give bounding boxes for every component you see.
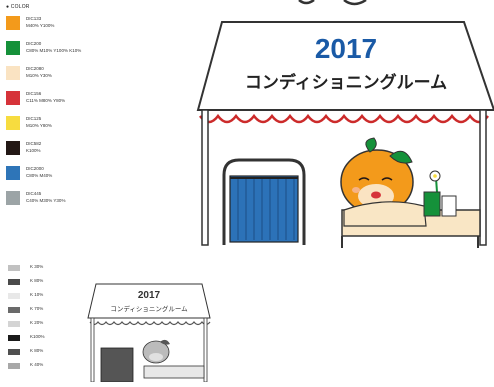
awning-scallop	[199, 113, 489, 124]
color-swatch	[6, 41, 20, 55]
swatch-cmyk: C11% M80% Y80%	[26, 98, 66, 103]
blue-curtain	[229, 175, 299, 243]
color-swatch-panel: ● COLOR DIC133 M40% Y100% DIC200 C80% M1…	[4, 2, 174, 242]
color-header: ● COLOR	[6, 4, 30, 10]
gray-label: K 10%	[30, 292, 44, 297]
gray-swatch	[8, 265, 20, 271]
gray-swatch	[8, 279, 20, 285]
gray-label: K 80%	[30, 278, 44, 283]
room-sign-illustration: 2017 コンディショニングルーム	[194, 0, 494, 260]
color-swatch	[6, 191, 20, 205]
gray-label: K 30%	[30, 264, 44, 269]
color-swatch	[6, 116, 20, 130]
color-swatch	[6, 16, 20, 30]
color-swatch	[6, 91, 20, 105]
swatch-cmyk: C40% M30% Y30%	[26, 198, 66, 203]
swatch-cmyk: K100%	[26, 148, 41, 153]
swatch-row: DIC125 M10% Y80%	[4, 110, 174, 134]
curtain-booth	[222, 158, 306, 245]
gray-row: K100%	[4, 332, 94, 345]
swatch-code: DIC2000	[26, 166, 44, 171]
grayscale-swatch-panel: K 30% K 80% K 10% K 70% K 20% K100% K 80…	[4, 262, 94, 382]
sign-board	[196, 21, 494, 111]
gray-label: K 80%	[30, 348, 44, 353]
swatch-code: DIC582	[26, 141, 42, 146]
swatch-cmyk: C80% M10% Y100% K10%	[26, 48, 82, 53]
swatch-row: DIC2000 C80% M40%	[4, 160, 174, 184]
gray-label: K100%	[30, 334, 45, 339]
swatch-code: DIC445	[26, 191, 42, 196]
swatch-row: DIC200 C80% M10% Y100% K10%	[4, 35, 174, 59]
small-sign-year: 2017	[138, 290, 161, 301]
gray-row: K 20%	[4, 318, 94, 331]
swatch-cmyk: M10% Y80%	[26, 123, 52, 128]
swatch-row: DIC582 K100%	[4, 135, 174, 159]
swatch-code: DIC156	[26, 91, 42, 96]
swatch-row: DIC445 C40% M30% Y30%	[4, 185, 174, 209]
swatch-code: DIC133	[26, 16, 42, 21]
swatch-code: DIC200	[26, 41, 42, 46]
room-sign-svg: 2017 コンディショニングルーム	[196, 0, 494, 248]
swatch-row: DIC156 C11% M80% Y80%	[4, 85, 174, 109]
sign-room-name: コンディショニングルーム	[245, 72, 447, 92]
swatch-row: DIC2080 M10% Y30%	[4, 60, 174, 84]
sign-year: 2017	[315, 33, 377, 64]
swatch-code: DIC2080	[26, 66, 44, 71]
swatch-cmyk: C80% M40%	[26, 173, 53, 178]
gray-swatch	[8, 293, 20, 299]
gray-label: K 20%	[30, 320, 44, 325]
left-post	[201, 109, 209, 246]
gray-row: K 80%	[4, 276, 94, 289]
swatch-row: DIC133 M40% Y100%	[4, 10, 174, 34]
color-swatch	[6, 166, 20, 180]
gray-swatch	[8, 321, 20, 327]
gray-swatch	[8, 335, 20, 341]
color-swatch	[6, 66, 20, 80]
gray-swatch	[8, 349, 20, 355]
right-post	[479, 109, 487, 246]
gray-row: K 30%	[4, 262, 94, 275]
swatch-cmyk: M40% Y100%	[26, 23, 55, 28]
room-sign-grayscale-svg: 2017 コンディショニングルーム	[87, 283, 211, 383]
swatch-cmyk: M10% Y30%	[26, 73, 52, 78]
room-sign-grayscale: 2017 コンディショニングルーム	[86, 276, 212, 383]
gray-label: K 70%	[30, 306, 44, 311]
gray-row: K 40%	[4, 360, 94, 373]
gray-row: K 70%	[4, 304, 94, 317]
small-sign-room-name: コンディショニングルーム	[110, 304, 188, 313]
gray-row: K 80%	[4, 346, 94, 359]
gray-swatch	[8, 363, 20, 369]
gray-swatch	[8, 307, 20, 313]
gray-row: K 10%	[4, 290, 94, 303]
gray-label: K 40%	[30, 362, 44, 367]
swatch-code: DIC125	[26, 116, 42, 121]
color-swatch	[6, 141, 20, 155]
